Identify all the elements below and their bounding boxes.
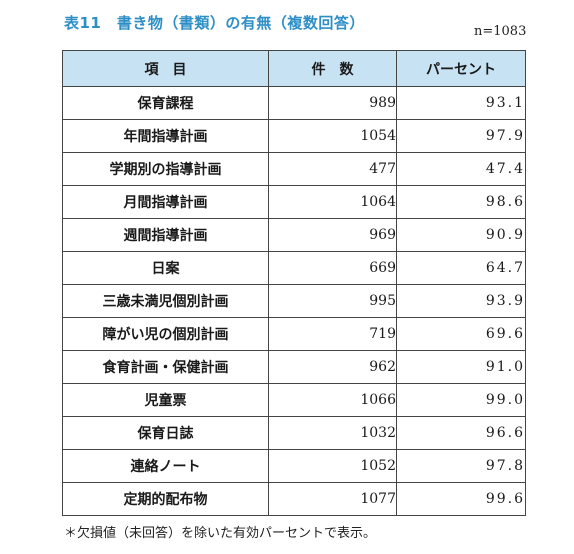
row-count: 1064 — [268, 185, 397, 219]
row-percent: 91.0 — [396, 350, 526, 384]
row-item: 週間指導計画 — [62, 218, 269, 252]
row-percent: 97.8 — [396, 449, 526, 483]
footnote: ＊欠損値（未回答）を除いた有効パーセントで表示。 — [64, 526, 377, 541]
row-item: 学期別の指導計画 — [62, 152, 269, 186]
row-percent: 69.6 — [396, 317, 526, 351]
data-table: 項 目 件 数 パーセント 保育課程 989 93.1 年間指導計画 1054 … — [62, 50, 526, 516]
table-row: 週間指導計画 969 90.9 — [62, 218, 526, 252]
row-count: 995 — [268, 284, 397, 318]
row-percent: 93.1 — [396, 86, 526, 120]
table-row: 障がい児の個別計画 719 69.6 — [62, 317, 526, 351]
row-count: 969 — [268, 218, 397, 252]
header-item: 項 目 — [62, 50, 269, 87]
row-count: 669 — [268, 251, 397, 285]
table-title: 表11 書き物（書類）の有無（複数回答） — [64, 14, 365, 32]
row-percent: 99.6 — [396, 482, 526, 516]
row-count: 1052 — [268, 449, 397, 483]
row-count: 1054 — [268, 119, 397, 153]
table-row: 保育課程 989 93.1 — [62, 86, 526, 120]
table-header-row: 項 目 件 数 パーセント — [62, 50, 526, 87]
sample-size: n=1083 — [474, 24, 527, 39]
row-percent: 97.9 — [396, 119, 526, 153]
row-item: 保育課程 — [62, 86, 269, 120]
table-row: 連絡ノート 1052 97.8 — [62, 449, 526, 483]
row-count: 989 — [268, 86, 397, 120]
row-percent: 47.4 — [396, 152, 526, 186]
row-count: 962 — [268, 350, 397, 384]
row-count: 1066 — [268, 383, 397, 417]
row-item: 児童票 — [62, 383, 269, 417]
row-percent: 98.6 — [396, 185, 526, 219]
table-row: 日案 669 64.7 — [62, 251, 526, 285]
row-count: 477 — [268, 152, 397, 186]
row-percent: 96.6 — [396, 416, 526, 450]
row-item: 年間指導計画 — [62, 119, 269, 153]
row-item: 定期的配布物 — [62, 482, 269, 516]
row-percent: 99.0 — [396, 383, 526, 417]
table-row: 年間指導計画 1054 97.9 — [62, 119, 526, 153]
row-percent: 90.9 — [396, 218, 526, 252]
header-count: 件 数 — [268, 50, 397, 87]
table-row: 児童票 1066 99.0 — [62, 383, 526, 417]
row-item: 保育日誌 — [62, 416, 269, 450]
row-item: 月間指導計画 — [62, 185, 269, 219]
table-row: 月間指導計画 1064 98.6 — [62, 185, 526, 219]
row-item: 連絡ノート — [62, 449, 269, 483]
row-item: 障がい児の個別計画 — [62, 317, 269, 351]
table-row: 三歳未満児個別計画 995 93.9 — [62, 284, 526, 318]
row-item: 三歳未満児個別計画 — [62, 284, 269, 318]
row-percent: 64.7 — [396, 251, 526, 285]
row-count: 719 — [268, 317, 397, 351]
row-item: 食育計画・保健計画 — [62, 350, 269, 384]
row-percent: 93.9 — [396, 284, 526, 318]
table-row: 学期別の指導計画 477 47.4 — [62, 152, 526, 186]
row-count: 1077 — [268, 482, 397, 516]
row-count: 1032 — [268, 416, 397, 450]
table-row: 定期的配布物 1077 99.6 — [62, 482, 526, 516]
header-percent: パーセント — [396, 50, 526, 87]
table-row: 食育計画・保健計画 962 91.0 — [62, 350, 526, 384]
table-row: 保育日誌 1032 96.6 — [62, 416, 526, 450]
row-item: 日案 — [62, 251, 269, 285]
